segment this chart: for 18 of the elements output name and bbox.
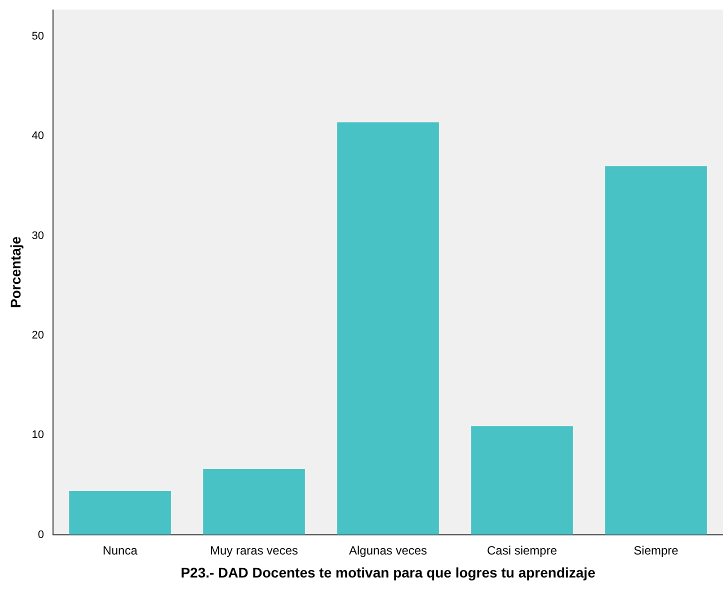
y-tick-label: 30 — [32, 230, 44, 242]
x-axis-title: P23.- DAD Docentes te motivan para que logres tu aprendizaje — [180, 564, 596, 580]
x-tick-label: Casi siempre — [486, 543, 558, 558]
bar — [471, 426, 573, 535]
bar — [605, 166, 707, 535]
y-tick-label: 20 — [32, 330, 44, 342]
y-tick-label: 50 — [32, 30, 44, 43]
x-tick-label: Algunas veces — [348, 543, 428, 558]
x-tick-label: Siempre — [634, 543, 679, 558]
y-axis-title: Porcentaje — [7, 236, 24, 308]
x-tick-label: Muy raras veces — [210, 543, 298, 558]
bar — [337, 122, 439, 535]
bar — [203, 469, 305, 535]
x-tick-label: Nunca — [102, 543, 138, 558]
y-tick-label: 0 — [38, 528, 44, 541]
y-tick-label: 40 — [32, 130, 44, 142]
bar — [69, 490, 171, 535]
y-tick-label: 10 — [32, 429, 44, 442]
